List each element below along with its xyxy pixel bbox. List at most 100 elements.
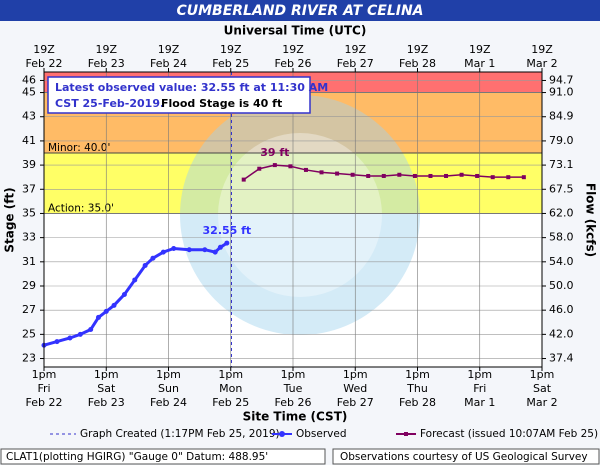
data-point	[67, 335, 73, 341]
x-tick-label: 1pm	[467, 368, 492, 381]
x-tick-label: Feb 28	[399, 396, 436, 409]
data-point	[490, 175, 495, 180]
legend-label: Forecast (issued 10:07AM Feb 25)	[420, 428, 598, 440]
legend-label: Graph Created (1:17PM Feb 25, 2019)	[80, 428, 280, 440]
data-point	[142, 262, 148, 268]
data-point	[241, 177, 246, 182]
x-tick-label: Sun	[158, 382, 179, 395]
footer-box	[332, 448, 600, 465]
info-text: Flood Stage is 40 ft	[161, 97, 282, 110]
x-tick-label: 1pm	[405, 368, 430, 381]
watermark	[218, 133, 382, 297]
annotation: 39 ft	[260, 146, 289, 159]
annotation: 32.55 ft	[203, 224, 252, 237]
y-tick-label: 43	[22, 110, 36, 123]
y-tick-label: 45	[22, 86, 36, 99]
y2-tick-label: 91.0	[549, 86, 574, 99]
data-point	[475, 173, 480, 178]
data-point	[428, 173, 433, 178]
data-point	[444, 173, 449, 178]
info-text: CST 25-Feb-2019.	[55, 97, 164, 110]
y-tick-label: 46	[22, 73, 36, 86]
data-point	[521, 175, 526, 180]
footer-box	[0, 448, 326, 465]
x2-tick-label: Feb 22	[26, 57, 63, 70]
x-axis-label: Site Time (CST)	[243, 410, 348, 424]
data-point	[272, 163, 277, 168]
data-point	[350, 172, 355, 177]
y2-tick-label: 58.0	[549, 231, 574, 244]
x2-tick-label: Feb 28	[399, 57, 436, 70]
info-text: Latest observed value: 32.55 ft at 11:30…	[55, 81, 328, 94]
x2-tick-label: 19Z	[469, 43, 491, 56]
y2-tick-label: 84.9	[549, 110, 574, 123]
footer-right: Observations courtesy of US Geological S…	[340, 451, 588, 463]
y-tick-label: 41	[22, 134, 36, 147]
y-tick-label: 27	[22, 303, 36, 316]
data-point	[95, 314, 101, 320]
x-tick-label: Mar 2	[526, 396, 557, 409]
y2-tick-label: 79.0	[549, 134, 574, 147]
data-point	[186, 247, 192, 253]
data-point	[224, 240, 230, 246]
y-tick-label: 23	[22, 352, 36, 365]
x-tick-label: Fri	[37, 382, 50, 395]
data-point	[212, 249, 218, 255]
y-tick-label: 25	[22, 327, 36, 340]
x-tick-label: 1pm	[281, 368, 306, 381]
data-point	[77, 331, 83, 337]
x2-tick-label: Mar 1	[464, 57, 495, 70]
y2-tick-label: 46.0	[549, 303, 574, 316]
x-tick-label: Mar 1	[464, 396, 495, 409]
x2-tick-label: Feb 23	[88, 57, 125, 70]
x2-tick-label: Feb 27	[337, 57, 374, 70]
y-axis-label: Stage (ft)	[3, 187, 17, 252]
chart-title: CUMBERLAND RIVER AT CELINA	[176, 3, 423, 19]
y-tick-label: 31	[22, 255, 36, 268]
data-point	[397, 172, 402, 177]
data-point	[150, 255, 156, 261]
x2-tick-label: 19Z	[282, 43, 304, 56]
data-point	[132, 277, 138, 283]
title-bar	[0, 0, 600, 21]
data-point	[506, 175, 511, 180]
x-tick-label: Mon	[219, 382, 242, 395]
footer-left: CLAT1(plotting HGIRG) "Gauge 0" Datum: 4…	[6, 451, 268, 463]
data-point	[54, 339, 60, 345]
y2-tick-label: 73.1	[549, 158, 574, 171]
y2-tick-label: 94.7	[549, 73, 574, 86]
data-point	[88, 327, 94, 333]
x-tick-label: Fri	[473, 382, 486, 395]
x2-tick-label: 19Z	[407, 43, 429, 56]
data-point	[171, 246, 177, 252]
data-point	[366, 173, 371, 178]
x2-tick-label: 19Z	[158, 43, 180, 56]
x-tick-label: 1pm	[218, 368, 243, 381]
x-tick-label: Feb 27	[337, 396, 374, 409]
x-tick-label: Feb 25	[212, 396, 249, 409]
x-tick-label: Sat	[533, 382, 552, 395]
data-point	[303, 167, 308, 172]
legend-swatch	[404, 432, 408, 436]
x-tick-label: 1pm	[94, 368, 119, 381]
data-point	[335, 171, 340, 176]
watermark	[180, 95, 420, 335]
x-tick-label: 1pm	[343, 368, 368, 381]
data-point	[459, 172, 464, 177]
x-tick-label: 1pm	[156, 368, 181, 381]
data-point	[217, 244, 223, 250]
legend-label: Observed	[296, 428, 347, 440]
x2-axis-label: Universal Time (UTC)	[224, 24, 367, 38]
band-label: Action: 35.0'	[48, 202, 114, 214]
y-tick-label: 35	[22, 206, 36, 219]
y2-tick-label: 67.5	[549, 182, 574, 195]
x-tick-label: Feb 22	[26, 396, 63, 409]
data-point	[121, 291, 127, 297]
y-tick-label: 39	[22, 158, 36, 171]
y-tick-label: 37	[22, 182, 36, 195]
y2-tick-label: 54.0	[549, 255, 574, 268]
y2-tick-label: 62.0	[549, 206, 574, 219]
data-point	[381, 173, 386, 178]
data-point	[111, 302, 117, 308]
